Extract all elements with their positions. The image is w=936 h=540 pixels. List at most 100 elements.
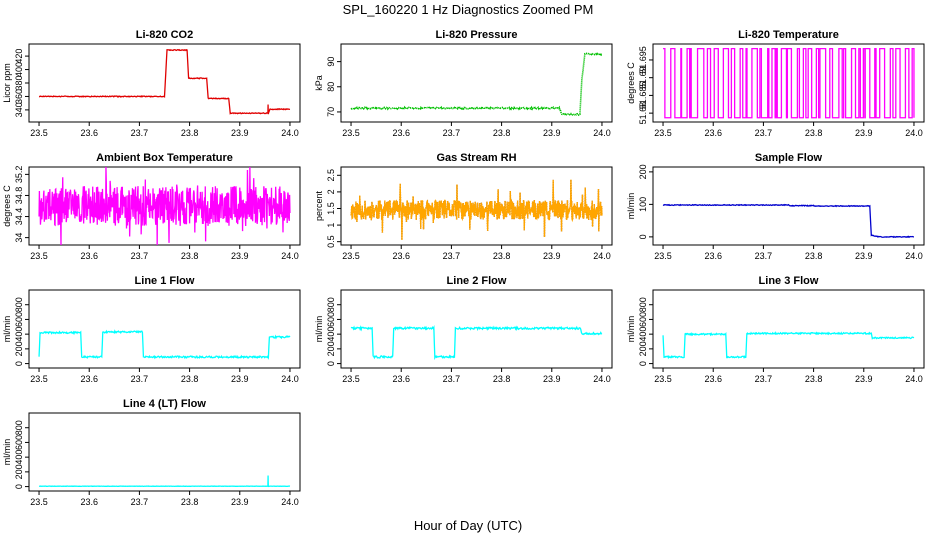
panel-9: Line 3 Flow ml/min 23.5 23.6 23.7 23.8 23.9 24.… (626, 275, 925, 384)
x-tick-label: 24.0 (593, 128, 611, 138)
y-tick-label: 800 (638, 297, 648, 312)
series-line (38, 475, 291, 488)
y-axis-label: degrees C (626, 62, 636, 104)
x-tick-label: 23.8 (493, 251, 511, 261)
y-axis-label: ml/min (2, 316, 12, 343)
x-tick-label: 23.5 (342, 251, 360, 261)
x-tick-label: 23.5 (30, 497, 48, 507)
x-tick-label: 23.8 (805, 128, 823, 138)
y-tick-label: 34.4 (14, 208, 24, 226)
panel-7: Line 1 Flow ml/min 23.5 23.6 23.7 23.8 23.9 24.… (2, 275, 301, 384)
y-tick-label: 400 (326, 327, 336, 342)
series-line (662, 331, 915, 360)
x-tick-label: 23.5 (654, 251, 672, 261)
y-axis-label: degrees C (2, 185, 12, 227)
panel-title: Line 4 (LT) Flow (123, 398, 206, 410)
series-line (662, 203, 914, 239)
y-tick-label: 51.695 (638, 46, 648, 74)
y-tick-label: 35.2 (14, 166, 24, 184)
panel-1: Li-820 CO2 Licor ppm 23.5 23.6 23.7 23.8 23.9 2… (2, 29, 301, 138)
x-tick-label: 23.9 (543, 374, 561, 384)
x-tick-label: 23.8 (181, 497, 199, 507)
x-tick-label: 23.8 (181, 374, 199, 384)
y-tick-label: 380 (14, 75, 24, 90)
y-tick-label: 34 (14, 233, 24, 243)
x-tick-label: 23.7 (131, 128, 149, 138)
x-tick-label: 23.9 (231, 374, 249, 384)
x-tick-label: 24.0 (593, 374, 611, 384)
y-tick-label: 1.5 (326, 202, 336, 215)
panel-title: Li-820 Pressure (436, 29, 518, 41)
series-line (38, 329, 291, 361)
y-tick-label: 0 (326, 361, 336, 366)
panel-6: Sample Flow ml/min 23.5 23.6 23.7 23.8 23.9 24.… (626, 152, 925, 261)
panel-frame (652, 166, 925, 246)
series-line (350, 51, 603, 117)
panel-5: Gas Stream RH percent 23.5 23.6 23.7 23.8 23.9… (314, 152, 613, 261)
y-tick-label: 2.5 (326, 169, 336, 182)
x-tick-label: 23.9 (543, 128, 561, 138)
x-tick-label: 23.5 (342, 374, 360, 384)
y-tick-label: 600 (638, 312, 648, 327)
panel-title: Ambient Box Temperature (96, 152, 233, 164)
x-tick-label: 23.9 (543, 251, 561, 261)
y-tick-label: 400 (14, 327, 24, 342)
y-axis-label: ml/min (2, 439, 12, 466)
x-tick-label: 23.6 (704, 374, 722, 384)
x-tick-label: 24.0 (905, 128, 923, 138)
y-axis-label: ml/min (626, 316, 636, 343)
y-tick-label: 400 (14, 62, 24, 77)
x-tick-label: 23.7 (443, 251, 461, 261)
x-tick-label: 23.7 (443, 128, 461, 138)
x-tick-label: 24.0 (281, 128, 299, 138)
x-tick-label: 23.6 (704, 251, 722, 261)
series-line (663, 47, 915, 119)
panel-title: Li-820 CO2 (136, 29, 193, 41)
x-tick-label: 23.7 (755, 251, 773, 261)
x-tick-label: 24.0 (905, 251, 923, 261)
x-tick-label: 23.8 (805, 251, 823, 261)
x-tick-label: 23.9 (855, 128, 873, 138)
x-tick-label: 23.7 (755, 128, 773, 138)
y-tick-label: 0 (14, 361, 24, 366)
y-axis-label: percent (314, 190, 324, 221)
y-tick-label: 1 (326, 223, 336, 228)
panel-title: Line 1 Flow (135, 275, 195, 287)
x-tick-label: 23.8 (805, 374, 823, 384)
x-tick-label: 23.9 (855, 374, 873, 384)
y-tick-label: 600 (326, 312, 336, 327)
y-tick-label: 340 (14, 102, 24, 117)
figure-x-label: Hour of Day (UTC) (413, 518, 523, 533)
y-tick-label: 800 (14, 297, 24, 312)
x-tick-label: 23.7 (131, 497, 149, 507)
x-tick-label: 23.7 (131, 251, 149, 261)
x-tick-label: 23.6 (80, 374, 98, 384)
y-tick-label: 600 (14, 312, 24, 327)
x-tick-label: 24.0 (281, 374, 299, 384)
x-tick-label: 24.0 (281, 251, 299, 261)
y-tick-label: 800 (326, 297, 336, 312)
y-axis-label: kPa (314, 75, 324, 91)
y-tick-label: 200 (14, 341, 24, 356)
panel-frame (652, 43, 925, 123)
y-tick-label: 420 (14, 49, 24, 64)
x-tick-label: 23.5 (30, 251, 48, 261)
y-tick-label: 2 (326, 189, 336, 194)
x-tick-label: 24.0 (593, 251, 611, 261)
x-tick-label: 23.5 (342, 128, 360, 138)
y-tick-label: 100 (638, 197, 648, 212)
panel-2: Li-820 Pressure kPa 23.5 23.6 23.7 23.8 23.9 24… (314, 29, 613, 138)
panel-title: Line 2 Flow (447, 275, 507, 287)
figure-title: SPL_160220 1 Hz Diagnostics Zoomed PM (342, 2, 594, 17)
panel-4: Ambient Box Temperature degrees C 23.5 23.6… (2, 152, 301, 261)
panel-title: Line 3 Flow (759, 275, 819, 287)
y-tick-label: 0 (14, 484, 24, 489)
y-tick-label: 34.8 (14, 187, 24, 205)
panel-frame (340, 43, 613, 123)
x-tick-label: 23.9 (231, 497, 249, 507)
y-tick-label: 360 (14, 89, 24, 104)
x-tick-label: 23.5 (30, 128, 48, 138)
series-line (350, 324, 603, 361)
panel-frame (28, 412, 301, 492)
